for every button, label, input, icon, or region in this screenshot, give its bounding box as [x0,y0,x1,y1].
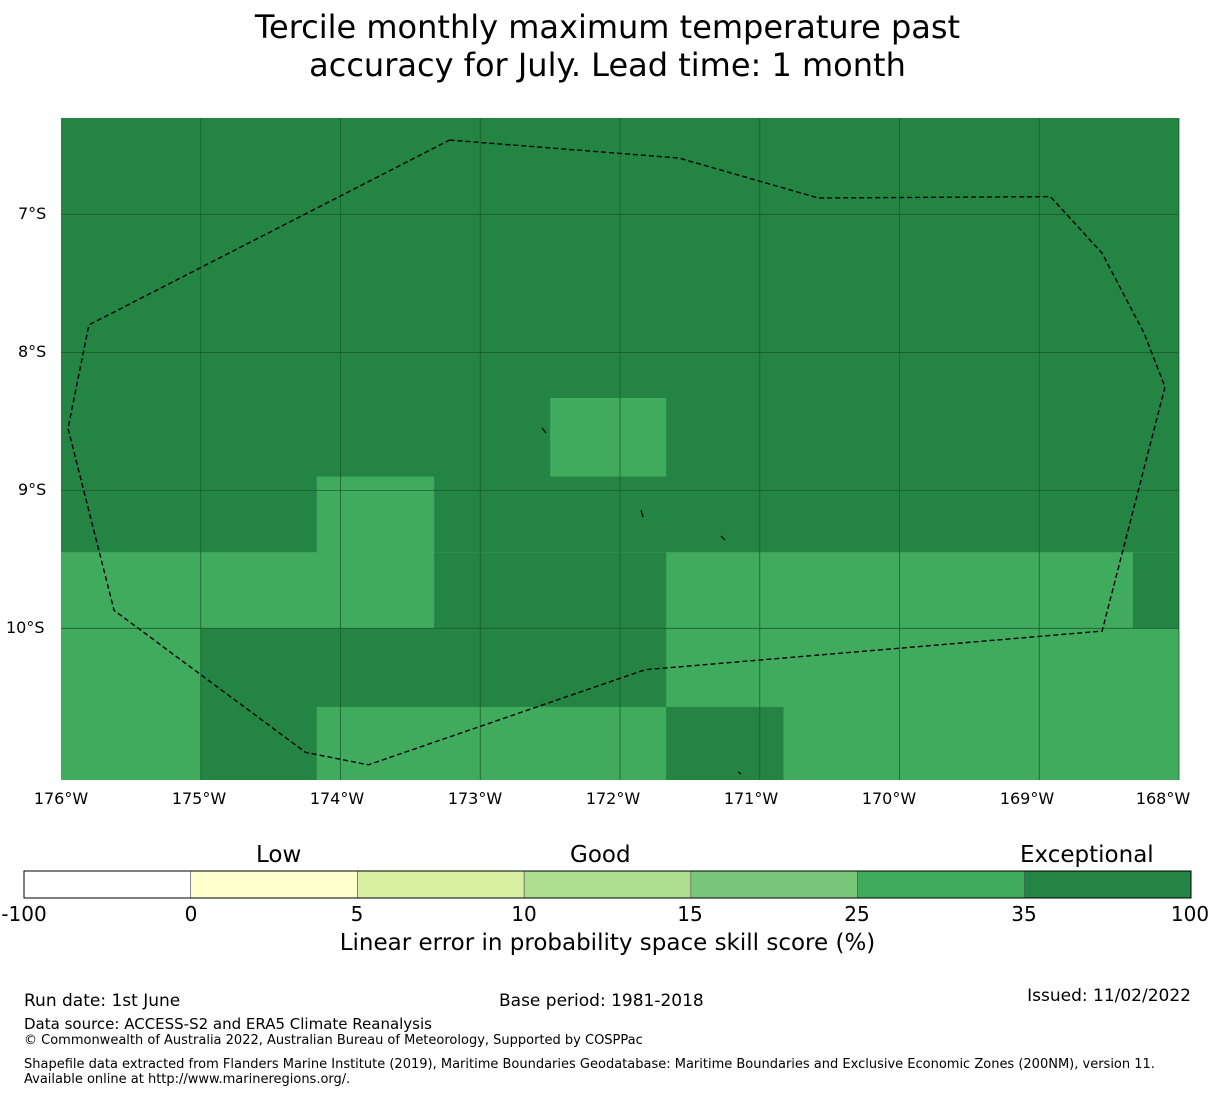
island-coastline [720,535,726,541]
lat-label-9s: 9°S [18,480,47,499]
lon-label-174w: 174°W [309,789,365,808]
island-coastline [737,771,742,775]
lon-label-168w: 168°W [1135,789,1191,808]
skill-cell-exceptional [200,628,667,707]
copyright: © Commonwealth of Australia 2022, Austra… [24,1033,643,1048]
lat-label-7s: 7°S [18,204,47,223]
colorbar-segment [190,870,358,899]
map-title: Tercile monthly maximum temperature past… [0,8,1215,84]
colorbar-tick: 25 [844,902,870,926]
island-coastlines [541,427,742,775]
colorbar-segment [23,870,192,899]
colorbar-tick: 35 [1011,902,1037,926]
colorbar-category-low: Low [256,842,302,868]
colorbar-outline [23,870,1192,899]
lon-label-169w: 169°W [999,789,1055,808]
colorbar-tick: 100 [1170,902,1210,926]
lon-label-176w: 176°W [33,789,89,808]
map-canvas [23,118,1192,899]
lat-label-10s: 10°S [6,618,45,637]
lon-label-171w: 171°W [723,789,779,808]
colorbar-category-good: Good [570,842,631,868]
skill-cell-exceptional [1132,552,1179,629]
colorbar-segment [523,870,692,899]
map-title-line-2: accuracy for July. Lead time: 1 month [309,46,906,84]
shapefile-credit: Shapefile data extracted from Flanders M… [24,1057,1155,1087]
skill-cell-very-good [550,397,667,477]
colorbar-segment [690,870,858,899]
colorbar-tick: 0 [184,902,198,926]
lon-label-170w: 170°W [861,789,917,808]
colorbar-segment [1023,870,1192,899]
colorbar-tick: 5 [350,902,364,926]
run-date: Run date: 1st June [24,991,181,1011]
lon-label-173w: 173°W [447,789,503,808]
colorbar-tick: -100 [1,902,47,926]
colorbar-segment [857,870,1025,899]
colorbar-label: Linear error in probability space skill … [339,930,876,956]
colorbar-category-exceptional: Exceptional [1020,842,1154,868]
colorbar-tick: 15 [677,902,703,926]
map-title-line-1: Tercile monthly maximum temperature past [254,8,961,46]
skill-cell-exceptional [666,706,784,780]
base-period: Base period: 1981-2018 [499,991,704,1011]
issued-date: Issued: 11/02/2022 [1027,986,1191,1006]
lon-label-172w: 172°W [585,789,641,808]
colorbar-tick: 10 [511,902,537,926]
skill-cell-very-good [316,476,435,553]
island-coastline [541,427,547,434]
skill-cell-exceptional [434,552,667,629]
colorbar-segment [357,870,525,899]
data-source: Data source: ACCESS-S2 and ERA5 Climate … [24,1015,432,1033]
graticule [61,118,1180,780]
skill-cell-exceptional [200,706,317,780]
island-coastline [640,509,644,518]
colorbar [23,870,1192,899]
eez-boundary [67,139,1166,766]
lon-label-175w: 175°W [171,789,227,808]
lat-label-8s: 8°S [18,342,47,361]
